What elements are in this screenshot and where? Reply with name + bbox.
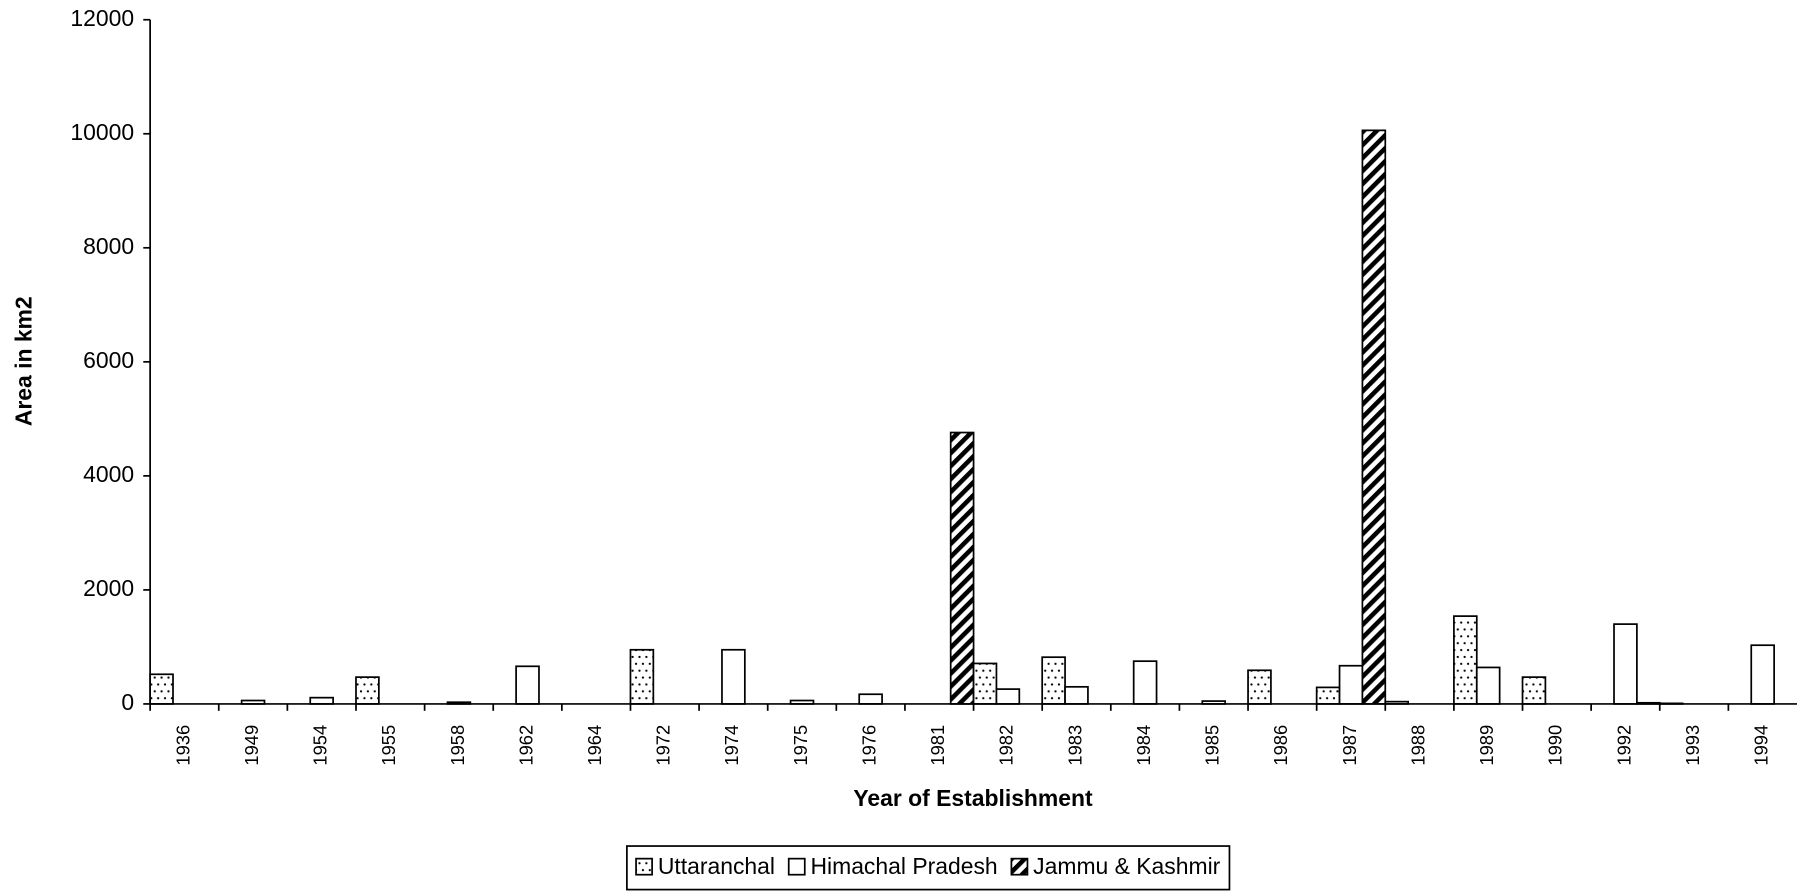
x-tick-label: 1958 — [447, 725, 468, 766]
x-tick-label: 1981 — [927, 725, 948, 766]
legend-label: Jammu & Kashmir — [1033, 853, 1220, 879]
x-tick-label: 1955 — [378, 725, 399, 766]
x-tick-label: 1992 — [1613, 725, 1634, 766]
legend-swatch — [787, 857, 806, 876]
y-tick-label: 0 — [121, 689, 134, 715]
x-tick-label: 1962 — [515, 725, 536, 766]
y-tick-label: 10000 — [70, 119, 134, 145]
bar — [949, 431, 975, 705]
bar — [1475, 666, 1501, 705]
x-tick-label: 1974 — [721, 725, 742, 766]
x-tick-label: 1994 — [1751, 725, 1772, 766]
x-tick-label: 1949 — [241, 725, 262, 766]
legend-swatch — [635, 857, 653, 876]
bar — [309, 696, 334, 705]
x-tick-label: 1976 — [858, 725, 879, 766]
x-tick-label: 1989 — [1476, 725, 1497, 766]
x-tick-label: 1983 — [1064, 725, 1085, 766]
bar — [1338, 664, 1364, 705]
x-tick-label: 1964 — [584, 725, 605, 766]
bar — [1315, 686, 1341, 705]
bar — [629, 648, 655, 705]
bar — [1247, 669, 1272, 705]
x-tick-label: 1988 — [1407, 725, 1428, 766]
bar — [972, 662, 998, 705]
y-tick-label: 4000 — [83, 461, 134, 487]
bar — [1041, 656, 1066, 705]
bar — [721, 648, 746, 705]
bar — [355, 676, 380, 705]
bar — [149, 673, 174, 705]
y-tick-label: 8000 — [83, 233, 134, 259]
x-tick-label: 1993 — [1682, 725, 1703, 766]
bar — [1361, 129, 1387, 705]
legend-label: Uttaranchal — [658, 853, 775, 879]
x-tick-label: 1936 — [172, 725, 193, 766]
y-tick-label: 12000 — [70, 5, 134, 31]
bar — [1521, 676, 1547, 705]
bar — [1613, 623, 1638, 705]
legend-label: Himachal Pradesh — [810, 853, 997, 879]
x-tick-label: 1986 — [1270, 725, 1291, 766]
legend: Uttaranchal Himachal Pradesh Jammu & Kashm… — [626, 845, 1231, 891]
legend-swatch — [1010, 857, 1029, 876]
x-tick-label: 1975 — [790, 725, 811, 766]
x-tick-label: 1982 — [996, 725, 1017, 766]
x-tick-label: 1985 — [1202, 725, 1223, 766]
bar — [1750, 644, 1775, 705]
bar — [995, 688, 1021, 705]
x-axis-title: Year of Establishment — [853, 785, 1093, 811]
bar — [1132, 660, 1158, 705]
x-tick-label: 1990 — [1545, 725, 1566, 766]
x-tick-label: 1954 — [310, 725, 331, 766]
x-tick-label: 1987 — [1339, 725, 1360, 766]
bar — [858, 693, 883, 705]
legend-box — [626, 845, 1231, 891]
bar — [515, 665, 540, 705]
bar — [1064, 685, 1089, 705]
y-axis-title: Area in km2 — [10, 296, 36, 426]
y-tick-label: 2000 — [83, 575, 134, 601]
bar — [1453, 615, 1478, 705]
x-tick-label: 1972 — [653, 725, 674, 766]
x-tick-label: 1984 — [1133, 725, 1154, 766]
y-tick-label: 6000 — [83, 347, 134, 373]
